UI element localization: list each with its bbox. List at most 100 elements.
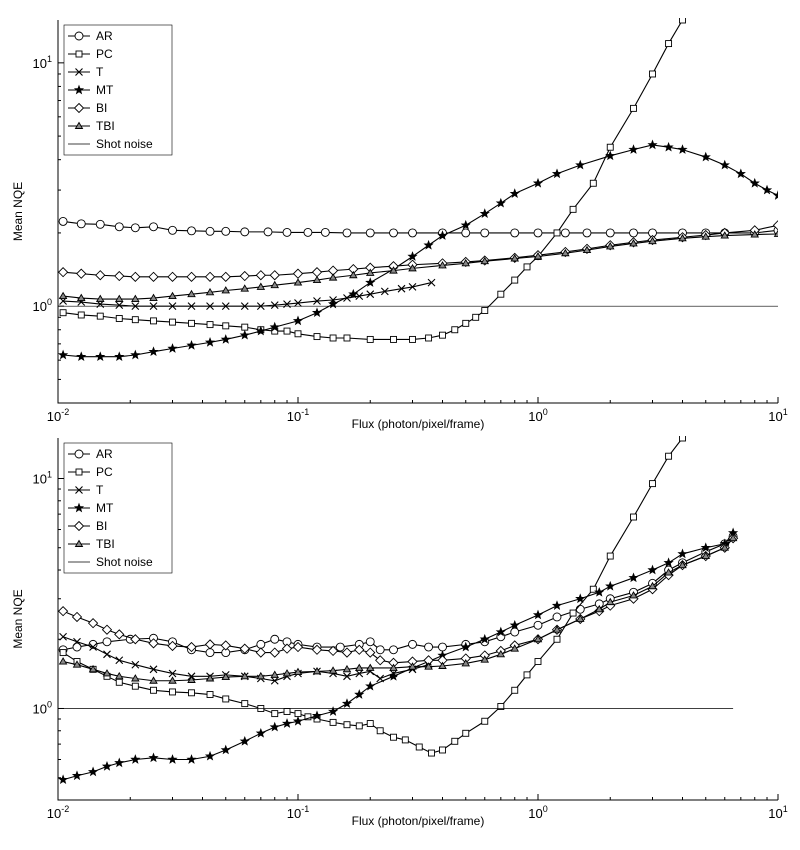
data-point-tbi (510, 644, 520, 652)
data-point-mt (130, 349, 141, 360)
data-point-bi (220, 640, 231, 651)
y-tick-label: 100 (33, 699, 52, 716)
data-point-tbi (131, 674, 140, 682)
data-point-pc (401, 736, 409, 744)
data-point-pc (169, 318, 176, 326)
legend-label-shot-noise: Shot noise (96, 137, 153, 151)
x-axis-title: Flux (photon/pixel/frame) (352, 417, 485, 431)
data-point-mt (509, 619, 520, 630)
data-point-mt (71, 770, 83, 781)
data-point-tbi (205, 674, 215, 682)
data-point-pc (630, 104, 637, 112)
data-point-mt (532, 177, 544, 188)
data-point-tbi (365, 268, 375, 276)
data-point-mt (460, 641, 471, 652)
data-point-ar (58, 216, 68, 226)
legend-box (63, 442, 173, 574)
data-point-pc (679, 436, 686, 442)
data-point-mt (407, 251, 418, 261)
data-point-mt (605, 150, 616, 161)
data-point-mt (348, 288, 359, 299)
data-point-pc (665, 40, 673, 48)
legend-marker-bi (73, 102, 85, 114)
data-point-pc (390, 335, 397, 343)
data-point-ar (560, 228, 570, 238)
data-point-tbi (95, 294, 105, 302)
data-point-mt (495, 197, 506, 208)
data-point-mt (605, 580, 616, 591)
data-point-tbi (389, 266, 398, 274)
data-point-t (59, 632, 67, 641)
data-point-tbi (168, 291, 177, 300)
data-point-pc (355, 722, 363, 730)
series-tbi (58, 229, 778, 302)
data-point-mt (204, 750, 216, 761)
legend-marker-t (75, 486, 83, 494)
data-point-bi (255, 647, 266, 658)
data-point-pc (188, 689, 195, 697)
data-point-bi (167, 640, 178, 652)
data-point-mt (87, 766, 99, 777)
data-point-tbi (240, 671, 250, 680)
data-point-mt (255, 325, 266, 336)
data-point-mt (354, 689, 365, 699)
data-point-t (380, 287, 389, 296)
data-point-t (397, 284, 406, 293)
data-point-mt (575, 159, 586, 170)
data-point-tbi (256, 282, 266, 290)
data-point-ar (510, 627, 520, 637)
data-point-mt (167, 343, 178, 353)
data-point-bi (281, 643, 293, 654)
series-pc (59, 436, 686, 757)
data-point-mt (239, 329, 250, 340)
data-point-tbi (510, 254, 520, 262)
data-point-tbi (187, 675, 196, 683)
data-point-mt (311, 307, 323, 318)
legend-label-t: T (96, 65, 104, 79)
data-point-mt (130, 754, 141, 764)
x-tick-label: 100 (528, 407, 547, 424)
data-point-pc (366, 335, 374, 343)
data-point-bi (311, 644, 323, 655)
x-tick-label: 10-2 (47, 804, 69, 821)
data-point-pc (523, 263, 531, 271)
data-point-mt (148, 752, 159, 763)
data-point-t (89, 643, 97, 651)
data-point-tbi (496, 649, 506, 658)
data-point-tbi (678, 560, 687, 569)
data-point-pc (606, 143, 614, 151)
chart-panel-1: 10-2 10-1 100 101 100 101 Flux (photon/pixel/f… (11, 18, 788, 431)
data-point-pc (679, 18, 686, 24)
data-point-tbi (88, 664, 98, 673)
data-point-bi (255, 270, 266, 281)
data-point-mt (220, 744, 231, 755)
data-point-ar (461, 228, 471, 238)
data-point-pc (439, 746, 446, 754)
data-point-tbi (461, 258, 471, 267)
data-point-tbi (438, 661, 447, 669)
data-point-pc (511, 686, 519, 694)
data-point-bi (204, 271, 216, 282)
data-point-bi (186, 271, 197, 282)
data-point-mt (647, 139, 658, 150)
data-point-bi (292, 641, 304, 653)
data-point-mt (551, 600, 563, 610)
data-point-ar (270, 634, 280, 644)
data-point-bi (130, 271, 141, 282)
legend-marker-pc (75, 468, 83, 476)
data-point-mt (423, 239, 434, 250)
x-tick-label: 100 (528, 804, 547, 821)
x-tick-label: 10-1 (287, 407, 309, 424)
data-point-tbi (149, 676, 158, 684)
data-point-mt (647, 564, 658, 575)
data-point-tbi (221, 672, 231, 680)
data-point-pc (497, 703, 505, 710)
data-point-pc (569, 609, 577, 617)
data-point-t (270, 301, 279, 310)
data-point-mt (700, 542, 711, 553)
data-point-mt (479, 633, 490, 644)
data-point-pc (150, 317, 157, 325)
series-line-mt (63, 144, 778, 358)
data-point-ar (76, 219, 86, 229)
data-point-tbi (664, 568, 673, 576)
